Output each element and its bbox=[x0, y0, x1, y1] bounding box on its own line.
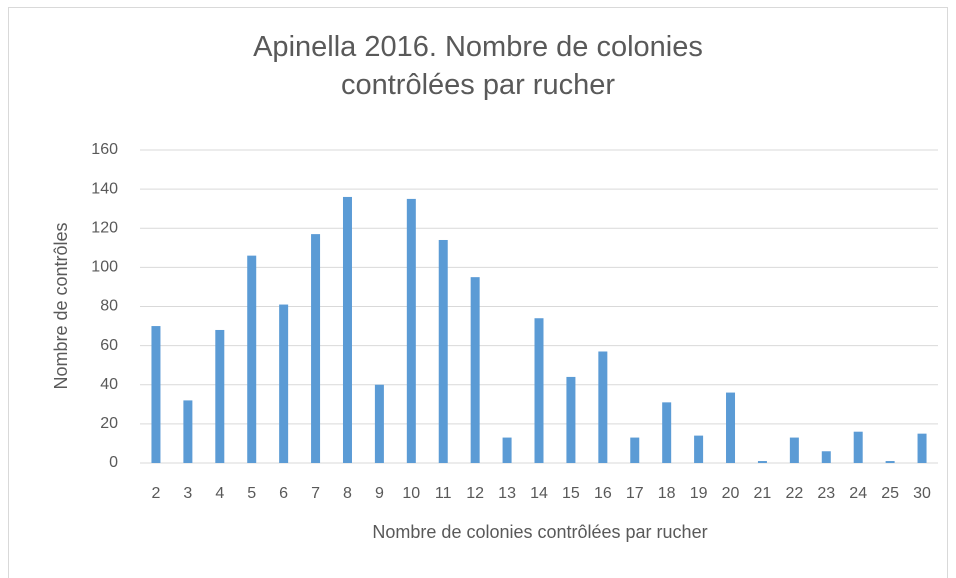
bar bbox=[247, 255, 257, 463]
y-tick-label: 160 bbox=[91, 141, 118, 158]
bar bbox=[534, 318, 544, 463]
x-tick-label: 3 bbox=[183, 485, 192, 502]
bar bbox=[215, 329, 225, 463]
bar bbox=[789, 437, 799, 463]
x-tick-label: 12 bbox=[466, 485, 484, 502]
y-axis-label: Nombre de contrôles bbox=[51, 222, 71, 389]
bar bbox=[470, 277, 480, 463]
x-tick-label: 6 bbox=[279, 485, 288, 502]
y-tick-label: 80 bbox=[100, 298, 118, 315]
x-tick-label: 30 bbox=[913, 485, 931, 502]
x-tick-label: 23 bbox=[817, 485, 835, 502]
x-tick-label: 16 bbox=[594, 485, 612, 502]
bar bbox=[853, 431, 863, 463]
bar bbox=[821, 451, 831, 463]
bar bbox=[694, 435, 704, 463]
bar bbox=[502, 437, 512, 463]
bar bbox=[374, 384, 384, 463]
bar bbox=[342, 196, 352, 463]
x-tick-label: 10 bbox=[402, 485, 420, 502]
bar bbox=[438, 239, 448, 463]
chart-title: Apinella 2016. Nombre de colonies contrô… bbox=[253, 31, 703, 101]
y-tick-label: 20 bbox=[100, 415, 118, 432]
y-tick-label: 120 bbox=[91, 219, 118, 236]
y-tick-label: 40 bbox=[100, 376, 118, 393]
x-tick-label: 19 bbox=[690, 485, 708, 502]
x-tick-label: 24 bbox=[849, 485, 867, 502]
x-axis-label: Nombre de colonies contrôlées par rucher bbox=[372, 522, 707, 542]
bar bbox=[183, 400, 193, 463]
bar bbox=[630, 437, 640, 463]
bar bbox=[279, 304, 289, 463]
bar bbox=[598, 351, 608, 463]
y-tick-label: 100 bbox=[91, 259, 118, 276]
x-tick-label: 8 bbox=[343, 485, 352, 502]
x-tick-label: 20 bbox=[722, 485, 740, 502]
x-tick-label: 17 bbox=[626, 485, 644, 502]
y-tick-label: 60 bbox=[100, 337, 118, 354]
x-tick-label: 11 bbox=[435, 485, 452, 502]
bar bbox=[566, 376, 576, 463]
bar bbox=[151, 326, 161, 463]
bar bbox=[917, 433, 927, 463]
x-tick-label: 7 bbox=[311, 485, 320, 502]
x-tick-label: 14 bbox=[530, 485, 548, 502]
y-tick-label: 0 bbox=[109, 454, 118, 471]
x-tick-label: 15 bbox=[562, 485, 580, 502]
y-tick-label: 140 bbox=[91, 180, 118, 197]
x-tick-label: 2 bbox=[152, 485, 161, 502]
x-tick-label: 21 bbox=[754, 485, 772, 502]
x-tick-label: 9 bbox=[375, 485, 384, 502]
x-tick-label: 13 bbox=[498, 485, 516, 502]
bar bbox=[662, 402, 672, 463]
x-tick-label: 5 bbox=[247, 485, 256, 502]
bar bbox=[885, 461, 895, 463]
x-tick-label: 18 bbox=[658, 485, 676, 502]
bar bbox=[311, 234, 321, 463]
x-tick-label: 4 bbox=[215, 485, 224, 502]
bar bbox=[406, 198, 416, 463]
bar bbox=[757, 461, 767, 463]
x-tick-label: 22 bbox=[785, 485, 803, 502]
x-tick-label: 25 bbox=[881, 485, 899, 502]
bar bbox=[726, 392, 736, 463]
